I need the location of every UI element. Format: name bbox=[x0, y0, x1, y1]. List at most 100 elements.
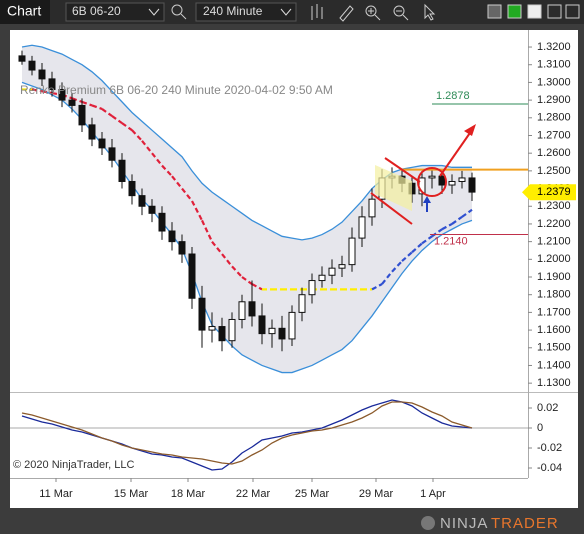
last-price-marker bbox=[522, 184, 576, 201]
y-tick-label: -0.02 bbox=[537, 442, 562, 454]
candle-body bbox=[168, 230, 176, 243]
moving-average bbox=[171, 175, 183, 190]
candle-body bbox=[138, 195, 146, 207]
upper-band bbox=[21, 44, 472, 241]
logo-right: TRADER bbox=[491, 515, 559, 532]
last-price-label: 1.2379 bbox=[537, 186, 571, 198]
y-tick-label: 0.02 bbox=[537, 402, 558, 414]
flag-area bbox=[375, 165, 412, 211]
candle-body bbox=[198, 297, 206, 331]
candle-body bbox=[98, 138, 106, 149]
instrument-select[interactable] bbox=[65, 2, 165, 22]
search-icon bbox=[180, 13, 187, 20]
y-tick-label: 1.1300 bbox=[537, 377, 571, 389]
moving-average bbox=[131, 129, 143, 142]
moving-average bbox=[121, 122, 133, 132]
moving-average bbox=[141, 140, 153, 154]
y-tick-label: 1.2000 bbox=[537, 253, 571, 265]
x-tick-label: 18 Mar bbox=[171, 488, 206, 500]
y-tick-label: 1.2700 bbox=[537, 129, 571, 141]
x-tick-label: 11 Mar bbox=[39, 488, 73, 500]
y-tick-label: 1.1600 bbox=[537, 324, 571, 336]
y-tick-label: 1.1900 bbox=[537, 271, 571, 283]
candle-body bbox=[38, 69, 46, 80]
moving-average bbox=[381, 271, 393, 285]
moving-average bbox=[421, 235, 433, 245]
y-tick-label: 1.2900 bbox=[537, 94, 571, 106]
moving-average bbox=[101, 108, 113, 117]
copyright: © 2020 NinjaTrader, LLC bbox=[13, 459, 134, 471]
arrow-head bbox=[464, 124, 476, 136]
y-tick-label: -0.04 bbox=[537, 462, 562, 474]
logo-icon bbox=[421, 516, 435, 530]
candle-body bbox=[458, 177, 466, 182]
candle-body bbox=[228, 318, 236, 342]
tab-label: Chart bbox=[7, 3, 41, 19]
price-level-label: 1.2878 bbox=[436, 90, 470, 102]
dropdown-icon bbox=[148, 8, 160, 16]
candle-body bbox=[448, 180, 456, 186]
moving-average bbox=[161, 164, 173, 177]
indicator-line bbox=[21, 401, 473, 465]
moving-average bbox=[231, 265, 243, 278]
y-tick-label: 1.1700 bbox=[537, 306, 571, 318]
candle-body bbox=[338, 264, 346, 269]
y-tick-label: 1.1400 bbox=[537, 359, 571, 371]
y-tick-label: 1.1500 bbox=[537, 342, 571, 354]
candle-body bbox=[148, 205, 156, 214]
y-tick-label: 1.1800 bbox=[537, 289, 571, 301]
candle-body bbox=[438, 175, 446, 186]
candle-body bbox=[208, 326, 216, 331]
moving-average bbox=[201, 219, 213, 243]
moving-average bbox=[31, 88, 43, 93]
y-tick-label: 1.2800 bbox=[537, 112, 571, 124]
x-tick-label: 22 Mar bbox=[236, 488, 271, 500]
candle-body bbox=[428, 175, 436, 179]
moving-average bbox=[371, 283, 383, 291]
moving-average bbox=[411, 242, 423, 254]
moving-average bbox=[241, 276, 253, 285]
moving-average bbox=[431, 228, 443, 238]
moving-average bbox=[181, 187, 193, 202]
interval-select[interactable] bbox=[195, 2, 297, 22]
moving-average bbox=[221, 253, 233, 268]
moving-average bbox=[211, 240, 223, 255]
moving-average bbox=[111, 115, 123, 125]
candle-body bbox=[18, 55, 26, 62]
x-tick-label: 25 Mar bbox=[295, 488, 330, 500]
candle-body bbox=[218, 326, 226, 342]
candle-body bbox=[88, 124, 96, 140]
logo-left: NINJA bbox=[440, 515, 488, 532]
candle-body bbox=[358, 216, 366, 239]
candle-body bbox=[58, 88, 66, 101]
moving-average bbox=[191, 200, 203, 221]
up-arrow-head bbox=[423, 196, 431, 203]
candle-body bbox=[318, 274, 326, 282]
candle-body bbox=[78, 104, 86, 126]
lower-band bbox=[21, 81, 473, 374]
plot bbox=[10, 44, 528, 471]
candle-body bbox=[308, 280, 316, 296]
candle-body bbox=[278, 327, 286, 340]
search-icon[interactable] bbox=[171, 4, 183, 16]
candle-body bbox=[108, 147, 116, 161]
tab[interactable] bbox=[0, 0, 50, 24]
candle-body bbox=[48, 78, 56, 90]
candle-body bbox=[468, 177, 476, 193]
drawings bbox=[370, 124, 476, 225]
y-tick-label: 1.3100 bbox=[537, 59, 571, 71]
candle-body bbox=[368, 198, 376, 218]
y-tick-label: 1.3200 bbox=[537, 41, 571, 53]
moving-average bbox=[91, 104, 103, 110]
y-tick-label: 1.2500 bbox=[537, 165, 571, 177]
candle-body bbox=[348, 237, 356, 266]
candle-body bbox=[68, 99, 76, 106]
candle-body bbox=[328, 267, 336, 276]
y-tick-label: 1.2100 bbox=[537, 236, 571, 248]
tool-icons[interactable] bbox=[311, 3, 580, 22]
moving-average bbox=[71, 97, 83, 103]
band-fill bbox=[22, 45, 472, 373]
y-tick-label: 1.2300 bbox=[537, 200, 571, 212]
